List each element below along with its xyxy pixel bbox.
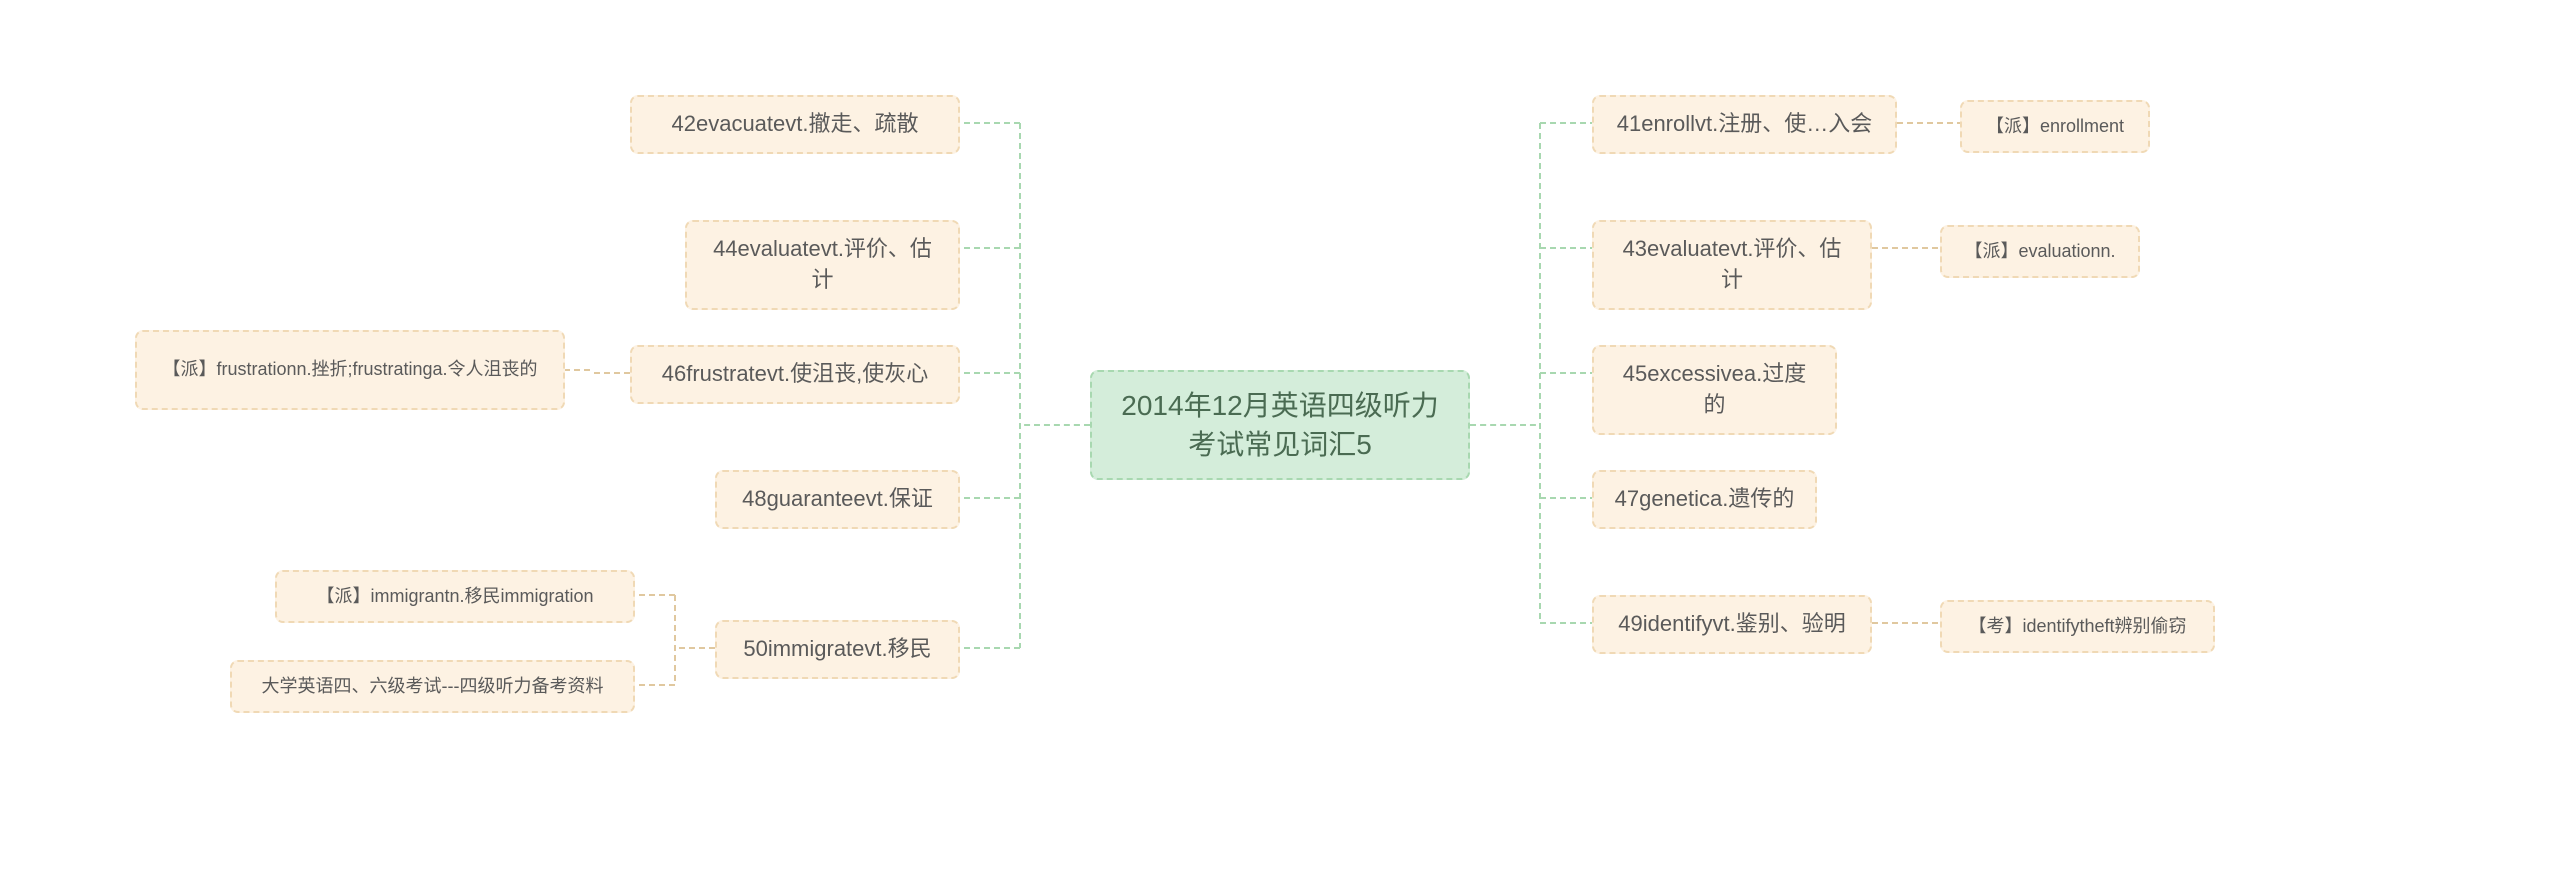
left-leaf-4-0: 【派】immigrantn.移民immigration: [275, 570, 635, 623]
right-branch-3: 47genetica.遗传的: [1592, 470, 1817, 529]
left-leaf-2-0: 【派】frustrationn.挫折;frustratinga.令人沮丧的: [135, 330, 565, 410]
right-branch-2: 45excessivea.过度的: [1592, 345, 1837, 435]
left-branch-3: 48guaranteevt.保证: [715, 470, 960, 529]
right-branch-0: 41enrollvt.注册、使…入会: [1592, 95, 1897, 154]
right-branch-4: 49identifyvt.鉴别、验明: [1592, 595, 1872, 654]
right-leaf-4-0: 【考】identifytheft辨别偷窃: [1940, 600, 2215, 653]
right-leaf-0-0: 【派】enrollment: [1960, 100, 2150, 153]
right-branch-1: 43evaluatevt.评价、估计: [1592, 220, 1872, 310]
left-branch-2: 46frustratevt.使沮丧,使灰心: [630, 345, 960, 404]
left-branch-4: 50immigratevt.移民: [715, 620, 960, 679]
left-branch-0: 42evacuatevt.撤走、疏散: [630, 95, 960, 154]
root-node: 2014年12月英语四级听力考试常见词汇5: [1090, 370, 1470, 480]
right-leaf-1-0: 【派】evaluationn.: [1940, 225, 2140, 278]
left-leaf-4-1: 大学英语四、六级考试---四级听力备考资料: [230, 660, 635, 713]
left-branch-1: 44evaluatevt.评价、估计: [685, 220, 960, 310]
